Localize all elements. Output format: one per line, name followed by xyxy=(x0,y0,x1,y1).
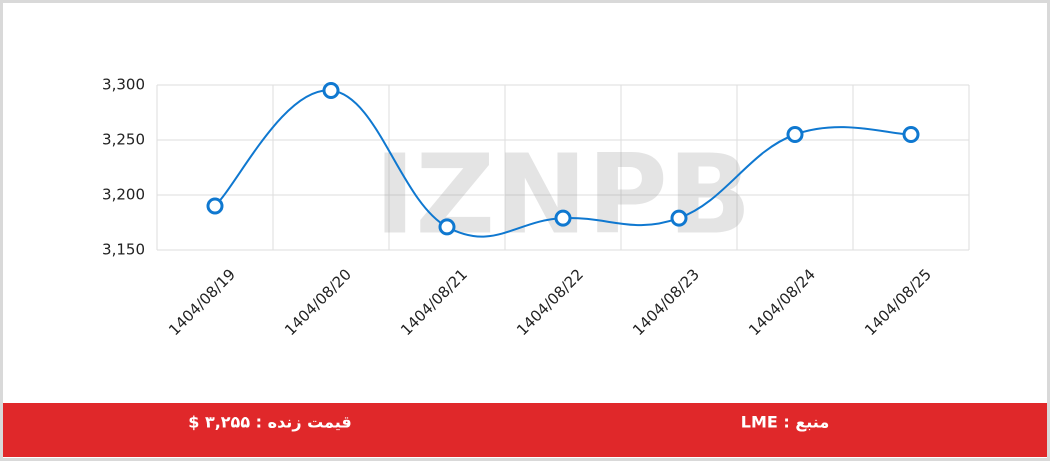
source: منبع : LME xyxy=(741,413,829,432)
point xyxy=(786,126,804,143)
watermark: IZNPB xyxy=(374,130,751,258)
point xyxy=(438,218,456,236)
x-tick-label: 1404/08/22 xyxy=(513,265,587,339)
x-tick-label: 1404/08/23 xyxy=(629,265,703,339)
x-tick-label: 1404/08/20 xyxy=(281,265,355,339)
y-tick-label: 3,150 xyxy=(102,241,145,259)
y-tick-label: 3,200 xyxy=(102,186,145,204)
y-tick-label: 3,300 xyxy=(102,76,145,94)
footer-bar xyxy=(3,403,1047,457)
x-tick-label: 1404/08/24 xyxy=(745,265,819,339)
x-tick-label: 1404/08/19 xyxy=(165,265,239,339)
point xyxy=(322,82,340,99)
point xyxy=(554,209,572,227)
frame xyxy=(3,3,1047,458)
x-tick-label: 1404/08/21 xyxy=(397,265,471,339)
x-tick-label: 1404/08/25 xyxy=(861,265,935,339)
point xyxy=(206,197,224,215)
point xyxy=(670,209,688,227)
point xyxy=(902,126,920,143)
live-price: قیمت زنده : ۳,۲۵۵ $ xyxy=(188,413,352,432)
y-tick-label: 3,250 xyxy=(102,131,145,149)
